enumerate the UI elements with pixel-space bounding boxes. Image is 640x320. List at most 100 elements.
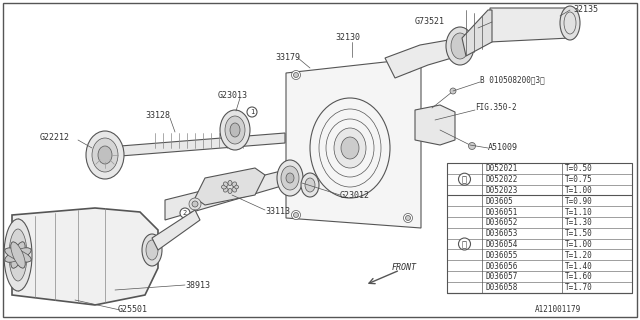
Text: T=1.30: T=1.30	[565, 219, 593, 228]
Text: D052022: D052022	[485, 175, 517, 184]
Ellipse shape	[5, 248, 31, 262]
Text: G23012: G23012	[340, 191, 370, 201]
Ellipse shape	[11, 242, 25, 268]
Polygon shape	[286, 58, 421, 228]
Ellipse shape	[142, 234, 162, 266]
Ellipse shape	[468, 142, 476, 149]
Ellipse shape	[341, 137, 359, 159]
Polygon shape	[95, 133, 285, 158]
Text: G73521: G73521	[415, 18, 445, 27]
Ellipse shape	[98, 146, 112, 164]
Ellipse shape	[294, 73, 298, 77]
Text: G25501: G25501	[118, 306, 148, 315]
Text: 33113: 33113	[265, 207, 290, 217]
Ellipse shape	[9, 229, 27, 281]
Ellipse shape	[406, 66, 410, 70]
Text: T=0.90: T=0.90	[565, 197, 593, 206]
Ellipse shape	[406, 215, 410, 220]
Text: 33128: 33128	[145, 111, 170, 121]
Polygon shape	[462, 10, 492, 56]
Ellipse shape	[291, 211, 301, 220]
Ellipse shape	[232, 188, 237, 192]
Ellipse shape	[560, 6, 580, 40]
Ellipse shape	[450, 88, 456, 94]
Text: D052021: D052021	[485, 164, 517, 173]
Text: ②: ②	[462, 240, 467, 249]
Ellipse shape	[458, 173, 470, 185]
Text: T=1.50: T=1.50	[565, 229, 593, 238]
Bar	[447, 163, 632, 292]
Text: ①: ①	[462, 175, 467, 184]
Ellipse shape	[146, 240, 158, 260]
Ellipse shape	[294, 212, 298, 218]
Text: D036058: D036058	[485, 283, 517, 292]
Ellipse shape	[223, 182, 228, 187]
Text: D036055: D036055	[485, 251, 517, 260]
Ellipse shape	[228, 180, 232, 186]
Text: D036052: D036052	[485, 219, 517, 228]
Polygon shape	[195, 168, 265, 205]
Text: G23013: G23013	[218, 92, 248, 100]
Ellipse shape	[291, 70, 301, 79]
Text: D03605: D03605	[485, 197, 513, 206]
Ellipse shape	[403, 213, 413, 222]
Ellipse shape	[277, 160, 303, 196]
Ellipse shape	[232, 182, 237, 187]
Ellipse shape	[334, 128, 366, 168]
Ellipse shape	[5, 248, 31, 262]
Polygon shape	[165, 170, 285, 220]
Text: 2: 2	[183, 210, 187, 216]
Text: FRONT: FRONT	[392, 263, 417, 273]
Polygon shape	[385, 38, 462, 78]
Ellipse shape	[230, 123, 240, 137]
Text: T=1.60: T=1.60	[565, 272, 593, 282]
Text: D036054: D036054	[485, 240, 517, 249]
Ellipse shape	[5, 248, 31, 262]
Text: D036056: D036056	[485, 262, 517, 271]
Ellipse shape	[247, 107, 257, 117]
Ellipse shape	[86, 131, 124, 179]
Ellipse shape	[286, 173, 294, 183]
Text: 38913: 38913	[185, 281, 210, 290]
Ellipse shape	[180, 208, 190, 218]
Ellipse shape	[221, 185, 227, 189]
Ellipse shape	[305, 178, 315, 192]
Text: D052023: D052023	[485, 186, 517, 195]
Text: T=1.40: T=1.40	[565, 262, 593, 271]
Ellipse shape	[301, 173, 319, 197]
Text: D036057: D036057	[485, 272, 517, 282]
Text: D036051: D036051	[485, 208, 517, 217]
Text: T=1.20: T=1.20	[565, 251, 593, 260]
Text: D036053: D036053	[485, 229, 517, 238]
Polygon shape	[415, 105, 455, 145]
Text: 32130: 32130	[335, 34, 360, 43]
Polygon shape	[12, 208, 158, 305]
Ellipse shape	[451, 33, 469, 59]
Polygon shape	[152, 210, 200, 250]
Polygon shape	[490, 8, 570, 42]
Ellipse shape	[223, 188, 228, 192]
Ellipse shape	[189, 198, 201, 210]
Ellipse shape	[446, 27, 474, 65]
Text: A121001179: A121001179	[535, 306, 581, 315]
Ellipse shape	[403, 63, 413, 73]
Ellipse shape	[281, 166, 299, 190]
Text: T=1.00: T=1.00	[565, 240, 593, 249]
Ellipse shape	[5, 248, 31, 262]
Text: 32135: 32135	[573, 5, 598, 14]
Text: T=1.10: T=1.10	[565, 208, 593, 217]
Ellipse shape	[234, 185, 239, 189]
Ellipse shape	[228, 188, 232, 194]
Ellipse shape	[220, 110, 250, 150]
Text: 33179: 33179	[275, 52, 300, 61]
Ellipse shape	[11, 242, 25, 268]
Ellipse shape	[192, 201, 198, 207]
Text: 1: 1	[250, 109, 254, 115]
Text: B 010508200（3）: B 010508200（3）	[480, 76, 545, 84]
Text: T=0.50: T=0.50	[565, 164, 593, 173]
Ellipse shape	[92, 138, 118, 172]
Ellipse shape	[458, 238, 470, 250]
Text: A51009: A51009	[488, 143, 518, 153]
Ellipse shape	[11, 242, 25, 268]
Text: G22212: G22212	[40, 133, 70, 142]
